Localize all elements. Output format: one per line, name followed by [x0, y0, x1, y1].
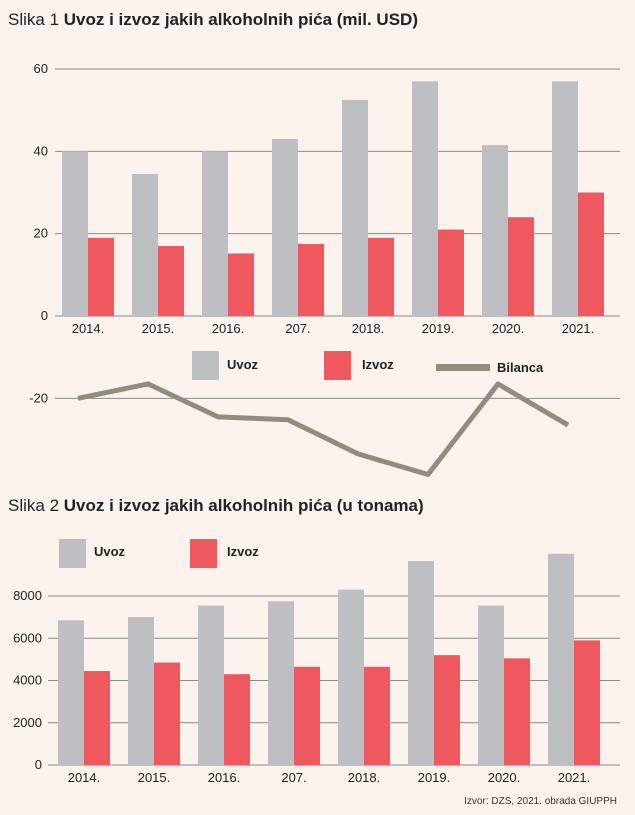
chart2-bar-uvoz: [338, 589, 364, 765]
chart2-xtick-label: 2019.: [418, 770, 451, 785]
chart1-xtick-label: 2019.: [422, 321, 455, 336]
chart2-ytick-label: 8000: [13, 588, 42, 603]
chart2-title: Slika 2 Uvoz i izvoz jakih alkoholnih pi…: [8, 496, 424, 516]
chart1-xtick-label: 2016.: [212, 321, 245, 336]
chart1-ytick-label: 0: [41, 308, 48, 323]
chart2-xtick-label: 2020.: [488, 770, 521, 785]
chart2-xtick-label: 2014.: [68, 770, 101, 785]
chart1-ytick-label: 20: [34, 226, 48, 241]
chart2-ytick-label: 2000: [13, 715, 42, 730]
chart2-xtick-label: 2015.: [138, 770, 171, 785]
source-note: Izvor: DZS, 2021. obrada GIUPPH: [464, 796, 617, 807]
chart2-legend-izvoz-swatch: [190, 539, 217, 568]
chart2-ytick-label: 4000: [13, 673, 42, 688]
chart1-bar-izvoz: [298, 243, 324, 316]
chart1-bar-uvoz: [62, 151, 88, 316]
chart2-bar-uvoz: [408, 561, 434, 765]
chart2-bar-izvoz: [434, 655, 460, 765]
chart2-bar-izvoz: [364, 666, 390, 765]
chart1-line-bilanca: [77, 381, 570, 477]
chart2-bar-izvoz: [574, 640, 600, 765]
chart2-bar-uvoz: [478, 605, 504, 765]
chart2-xtick-label: 2021.: [558, 770, 591, 785]
chart2-legend-uvoz-swatch: [59, 539, 86, 568]
chart2-ytick-label: 6000: [13, 630, 42, 645]
chart1-xtick-label: 2015.: [142, 321, 175, 336]
chart1-bar-izvoz: [88, 237, 114, 316]
chart1-xtick-label: 207.: [285, 321, 310, 336]
chart2-bar-izvoz: [154, 662, 180, 765]
chart1-bar-izvoz: [228, 253, 254, 316]
chart1-title: Slika 1 Uvoz i izvoz jakih alkoholnih pi…: [8, 10, 418, 30]
chart2-title-text: Uvoz i izvoz jakih alkoholnih pića (u to…: [63, 496, 424, 515]
chart2-legend-izvoz-label: Izvoz: [227, 544, 259, 559]
chart1-xtick-label: 2014.: [72, 321, 105, 336]
chart2-bar-uvoz: [268, 601, 294, 765]
chart2-xtick-label: 2016.: [208, 770, 241, 785]
chart1-bar-izvoz: [438, 229, 464, 316]
chart1-legend-bilanca-swatch: [436, 364, 490, 371]
chart1-legend-uvoz-swatch: [192, 351, 219, 380]
chart1-bar-uvoz: [342, 99, 368, 316]
chart1-legend-izvoz-label: Izvoz: [362, 357, 394, 372]
chart2-xtick-label: 2018.: [348, 770, 381, 785]
chart1-xtick-label: 2020.: [492, 321, 525, 336]
chart1-bar-uvoz: [552, 81, 578, 316]
chart2-bar-uvoz: [198, 605, 224, 765]
chart1-bar-uvoz: [202, 151, 228, 316]
chart1-title-text: Uvoz i izvoz jakih alkoholnih pića (mil.…: [63, 10, 418, 29]
chart1-bar-uvoz: [482, 145, 508, 316]
chart2-bar-izvoz: [294, 666, 320, 765]
chart2-bar-uvoz: [58, 620, 84, 765]
chart2-bar-izvoz: [504, 658, 530, 765]
chart2-bar-izvoz: [84, 670, 110, 765]
chart2-legend-uvoz-label: Uvoz: [94, 544, 126, 559]
chart1-xtick-label: 2018.: [352, 321, 385, 336]
chart1-bar-uvoz: [272, 138, 298, 316]
chart1-ytick-label: 40: [34, 143, 48, 158]
chart2-bar-uvoz: [128, 617, 154, 765]
chart2-title-prefix: Slika 2: [8, 496, 60, 515]
chart1-bar-izvoz: [368, 237, 394, 316]
chart2-xtick-label: 207.: [281, 770, 306, 785]
chart1-ytick-label: -20: [29, 390, 48, 405]
chart2-bar-izvoz: [224, 674, 250, 765]
chart1-bar-uvoz: [132, 173, 158, 316]
chart1-legend-uvoz-label: Uvoz: [227, 357, 259, 372]
chart1-legend-bilanca-label: Bilanca: [497, 360, 544, 375]
chart1-bar-izvoz: [508, 217, 534, 316]
chart2-ytick-label: 0: [35, 757, 42, 772]
chart1-bar-uvoz: [412, 81, 438, 316]
chart1-title-prefix: Slika 1: [8, 10, 60, 29]
chart1-bar-izvoz: [578, 192, 604, 316]
chart1-xtick-label: 2021.: [562, 321, 595, 336]
chart1-svg: 60 40 20 0 -20 2014. 2015. 2016. 207. 2018. 2019. 2…: [29, 61, 620, 477]
chart2-bar-uvoz: [548, 553, 574, 765]
chart1-bar-izvoz: [158, 246, 184, 316]
chart1-legend-izvoz-swatch: [324, 351, 351, 380]
chart1-ytick-label: 60: [34, 61, 48, 76]
